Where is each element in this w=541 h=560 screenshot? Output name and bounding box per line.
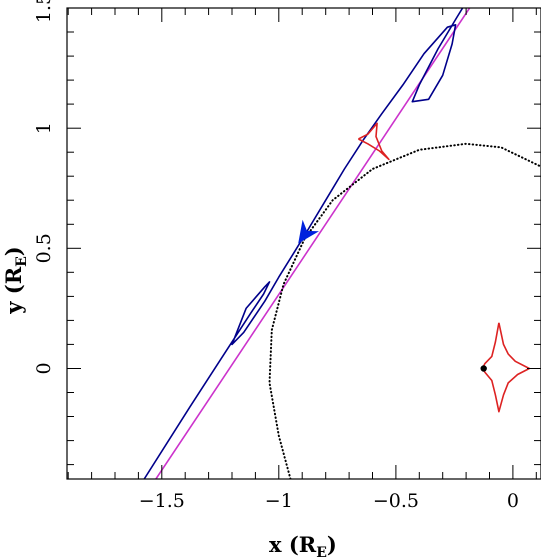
x-axis-title: x (RE) [269, 532, 337, 560]
series-line-3 [358, 122, 390, 161]
y-axis-title-sub: E [14, 256, 30, 267]
x-axis-title-main: x (R [269, 532, 317, 557]
y-axis-title-main: y (R [1, 266, 26, 314]
series-line-0 [155, 8, 471, 479]
annotation-layer [298, 219, 487, 372]
x-tick-label: −1.5 [139, 490, 185, 512]
ticks-layer [67, 7, 541, 479]
series-layer [143, 8, 541, 479]
x-tick-label: 0 [507, 490, 519, 512]
x-axis-title-sub: E [316, 545, 327, 560]
tick-labels-layer: −1.5 −1 −0.5 0 0 0.5 1 1.5 [33, 0, 519, 512]
plot-frame [66, 7, 541, 480]
x-axis-title-tail: ) [327, 532, 337, 557]
lens-center-marker [480, 365, 487, 372]
series-line-1 [143, 8, 464, 479]
direction-arrow [298, 219, 319, 244]
series-line-4 [481, 322, 531, 413]
y-tick-label: 1.5 [33, 0, 55, 23]
y-tick-label: 0.5 [33, 233, 55, 263]
series-line-2 [268, 142, 541, 479]
x-tick-label: −0.5 [373, 490, 419, 512]
y-tick-label: 0 [33, 362, 55, 374]
y-tick-label: 1 [33, 122, 55, 134]
x-tick-label: −1 [265, 490, 293, 512]
y-axis-title-tail: ) [1, 246, 26, 256]
y-axis-title: y (RE) [1, 246, 30, 315]
